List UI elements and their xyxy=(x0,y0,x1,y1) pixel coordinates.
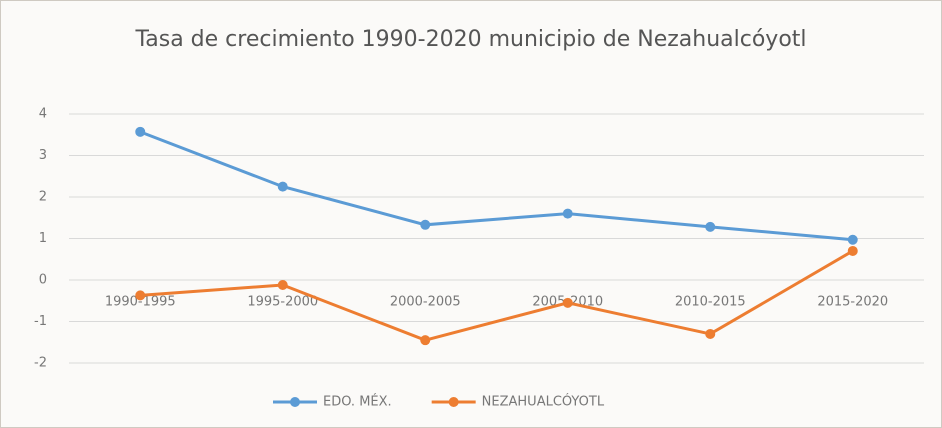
data-point xyxy=(135,126,146,137)
data-point xyxy=(135,290,146,301)
y-tick-label: 2 xyxy=(39,190,47,205)
data-point xyxy=(420,219,431,230)
y-tick-label: 1 xyxy=(39,231,47,246)
y-tick-label: 3 xyxy=(39,148,47,163)
x-tick-label: 2010-2015 xyxy=(675,295,746,310)
x-tick-label: 1990-1995 xyxy=(105,295,176,310)
series-line xyxy=(139,130,853,242)
y-tick-label: 4 xyxy=(39,107,47,122)
data-point xyxy=(847,245,858,256)
series-line xyxy=(140,249,854,342)
x-tick-label: 2000-2005 xyxy=(390,295,461,310)
y-tick-label: -2 xyxy=(34,356,47,371)
legend-label: NEZAHUALCÓYOTL xyxy=(482,394,605,410)
y-tick-label: 0 xyxy=(39,273,47,288)
data-point xyxy=(562,208,573,219)
data-point xyxy=(705,328,716,339)
data-point xyxy=(562,297,573,308)
legend-label: EDO. MÉX. xyxy=(323,394,392,410)
data-point xyxy=(277,181,288,192)
x-tick-label: 1995-2000 xyxy=(247,295,318,310)
legend-marker xyxy=(290,397,300,407)
data-point xyxy=(277,279,288,290)
x-tick-label: 2015-2020 xyxy=(817,295,888,310)
data-point xyxy=(420,335,431,346)
data-point xyxy=(705,221,716,232)
legend-marker xyxy=(448,397,459,407)
data-point xyxy=(847,234,858,245)
chart-title: Tasa de crecimiento 1990-2020 municipio … xyxy=(135,27,807,52)
y-tick-label: -1 xyxy=(34,314,47,329)
